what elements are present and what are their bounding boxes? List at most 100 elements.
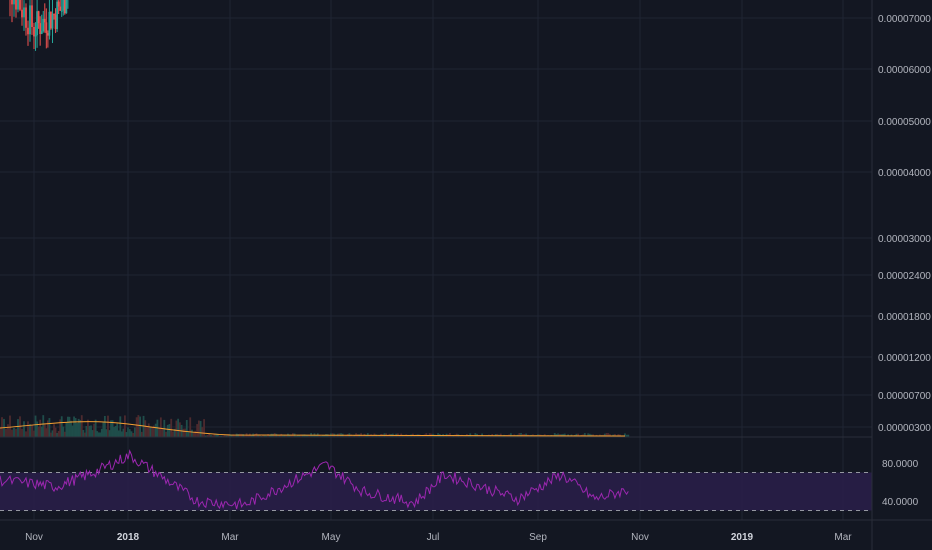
volume-bar (113, 426, 116, 437)
volume-bar (351, 435, 354, 437)
volume-bar (192, 432, 195, 437)
price-tick-label: 0.00001200 (878, 353, 931, 364)
volume-bar (59, 419, 62, 437)
candle (25, 3, 27, 36)
volume-bar (222, 435, 224, 437)
volume-bar (34, 415, 37, 437)
volume-bar (479, 435, 482, 437)
candle (50, 11, 52, 30)
volume-bar (283, 434, 286, 437)
volume-bar (393, 435, 396, 437)
volume-bar (99, 432, 102, 437)
volume-bar (67, 416, 69, 437)
candle (34, 22, 37, 51)
volume-bar (229, 434, 231, 437)
volume-bar (36, 421, 38, 437)
volume-bar (208, 433, 211, 437)
volume-bar (210, 435, 212, 437)
volume-bar (153, 425, 155, 437)
volume-bar (206, 434, 209, 437)
volume-bar (216, 434, 219, 437)
volume-bar (82, 429, 85, 437)
volume-bar (62, 426, 65, 437)
volume-bar (182, 428, 185, 437)
volume-bar (213, 433, 216, 437)
volume-bar (295, 435, 298, 437)
candle (42, 10, 45, 33)
volume-bar (37, 426, 40, 437)
price-tick-label: 0.00000700 (878, 391, 931, 402)
candle (53, 13, 55, 20)
volume-bar (149, 426, 152, 437)
volume-bar (493, 435, 495, 437)
volume-bar (11, 429, 13, 437)
volume-bar (402, 435, 404, 437)
volume-bar (624, 433, 626, 437)
volume-bar (218, 435, 221, 437)
volume-bar (510, 433, 512, 437)
volume-bar (420, 435, 423, 437)
volume-bar (127, 427, 129, 437)
volume-bar (0, 428, 1, 437)
candle (17, 0, 19, 13)
volume-bar (27, 421, 29, 437)
candle (65, 0, 68, 14)
volume-bar (301, 434, 304, 437)
volume-bar (565, 435, 568, 437)
volume-bar (178, 422, 181, 437)
candle (13, 0, 15, 17)
candle (33, 22, 35, 49)
price-tick-label: 0.00005000 (878, 117, 931, 128)
volume-bar (462, 435, 465, 437)
volume-bar (60, 416, 63, 437)
volume-bar (265, 435, 268, 437)
rsi-tick-label: 80.0000 (882, 459, 919, 470)
volume-bar (262, 434, 265, 437)
volume-bar (105, 429, 108, 437)
volume-bar (68, 416, 71, 437)
price-tick-label: 0.00000300 (878, 423, 931, 434)
candle (11, 0, 13, 23)
volume-bar (100, 428, 103, 437)
volume-bar (365, 435, 368, 437)
volume-bar (102, 421, 105, 437)
volume-bar (306, 435, 309, 437)
price-axis[interactable]: 0.00007000 0.00006000 0.00005000 0.00004000… (878, 14, 931, 434)
volume-bar (51, 430, 54, 437)
volume-bar (278, 435, 281, 437)
volume-bar (268, 435, 271, 437)
volume-bar (74, 418, 77, 437)
rsi-axis[interactable]: 80.0000 40.0000 (882, 459, 919, 508)
volume-bar (45, 428, 48, 437)
volume-bar (474, 433, 477, 437)
volume-bar (110, 420, 112, 437)
volume-bar (225, 435, 228, 437)
volume-bar (135, 417, 138, 437)
volume-bar (343, 435, 346, 437)
volume-bar (144, 420, 147, 437)
volume-bar (435, 435, 438, 437)
volume-bar (603, 433, 606, 437)
volume-bar (21, 428, 23, 437)
volume-bar (345, 435, 347, 437)
volume-bar (159, 417, 162, 437)
volume-bar (587, 433, 590, 437)
volume-bar (260, 435, 263, 437)
volume-bar (166, 424, 169, 437)
volume-bar (46, 420, 49, 437)
volume-bar (361, 435, 364, 437)
volume-bar (9, 415, 11, 437)
time-axis[interactable]: Nov 2018 Mar May Jul Sep Nov 2019 Mar (25, 532, 852, 543)
time-tick-label: Jul (427, 532, 440, 543)
volume-bar (234, 435, 236, 437)
volume-bar (257, 434, 260, 437)
time-tick-label: Mar (221, 532, 239, 543)
volume-bar (403, 435, 406, 437)
volume-bar (1, 417, 3, 437)
volume-bar (124, 415, 126, 437)
candle (43, 3, 46, 33)
volume-bar (321, 435, 324, 437)
time-tick-label: 2019 (731, 532, 754, 543)
candlestick-series (9, 0, 69, 51)
